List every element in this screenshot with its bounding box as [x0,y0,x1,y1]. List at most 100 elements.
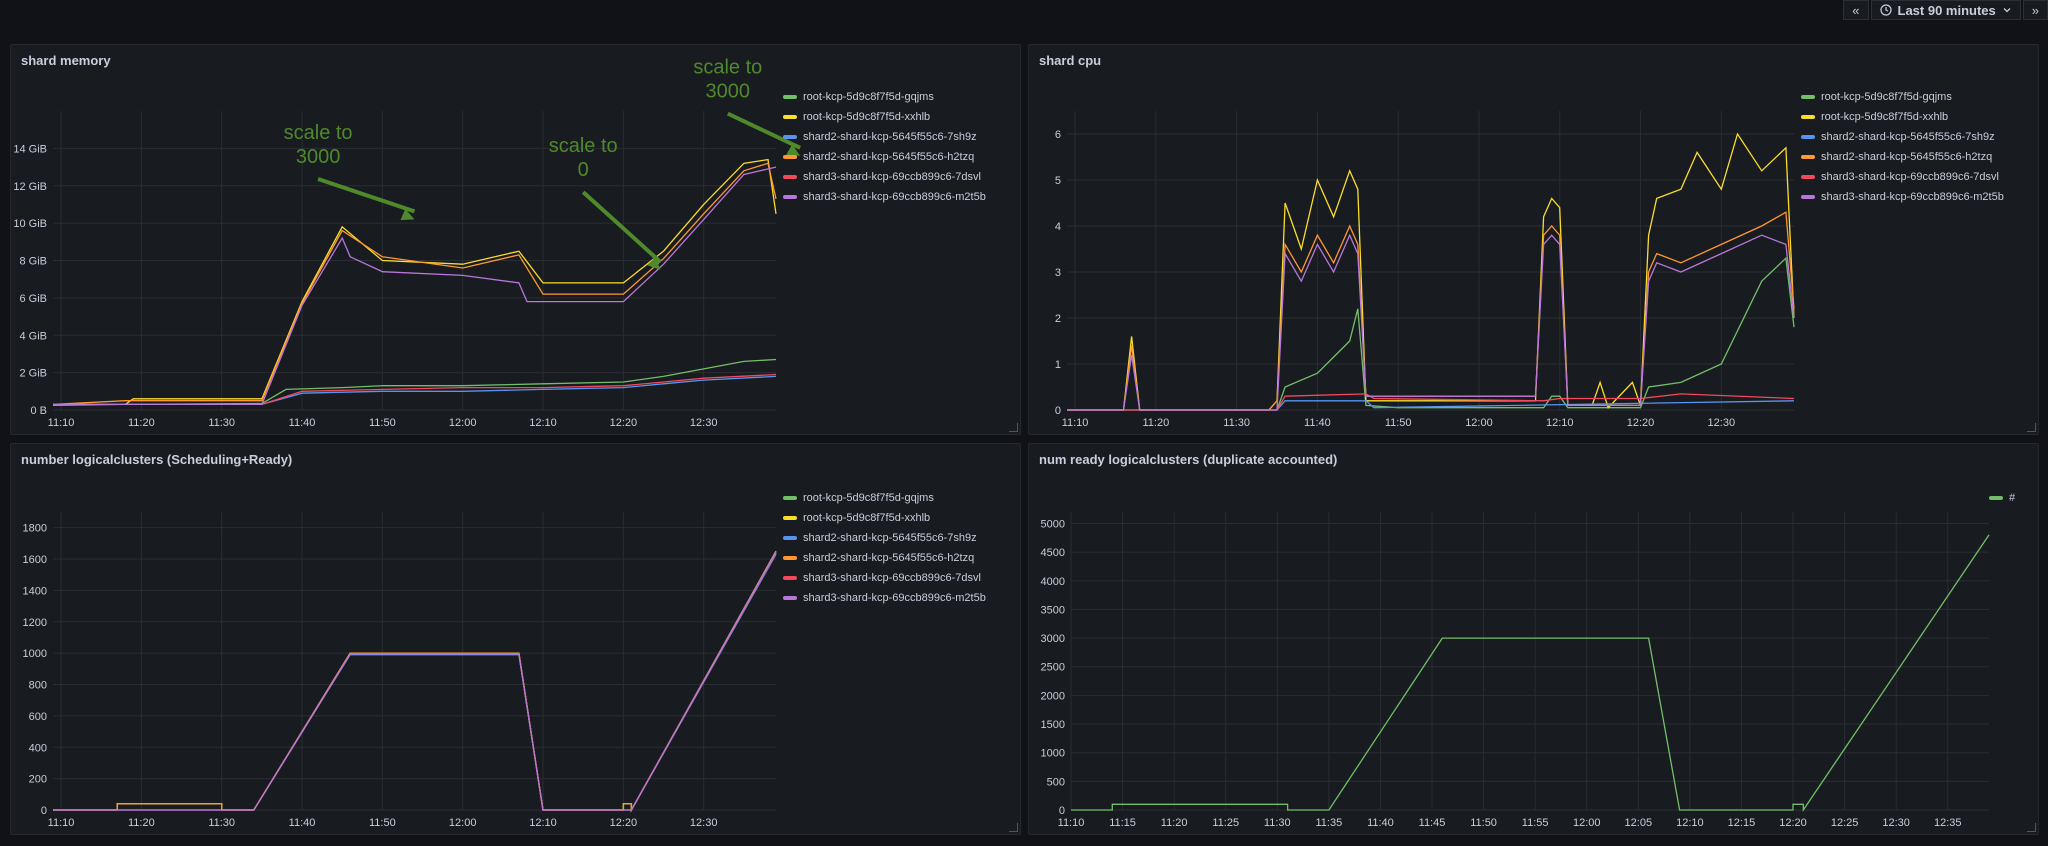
time-forward-button[interactable]: » [2022,0,2048,20]
chart-num-ready-logicalclusters: 0 500 1000 1500 2000 2500 3000 3500 4000 4500 5000… [1041,512,1990,829]
legend-swatch [783,516,797,520]
legend-label: shard3-shard-kcp-69ccb899c6-7dsvl [803,572,981,584]
x-tick-label: 11:30 [208,817,235,829]
legend-item[interactable]: root-kcp-5d9c8f7f5d-xxhlb [783,508,986,528]
y-tick-label: 6 GiB [19,293,47,305]
resize-handle[interactable] [2027,423,2036,432]
y-tick-label: 600 [29,711,47,723]
legend-item[interactable]: shard3-shard-kcp-69ccb899c6-m2t5b [783,588,986,608]
y-tick-label: 400 [29,742,47,754]
legend: # [1989,488,2015,508]
series-line-shard2-shard-kcp-5645f55c6-7sh9z [53,375,777,406]
x-tick-label: 12:30 [1708,417,1736,429]
resize-handle[interactable] [2027,823,2036,832]
legend-swatch [1801,195,1815,199]
resize-handle[interactable] [1009,823,1018,832]
x-tick-label: 12:05 [1625,817,1653,829]
y-tick-label: 5 [1055,175,1061,187]
x-tick-label: 12:10 [529,817,557,829]
legend-swatch [1801,175,1815,179]
x-tick-label: 11:40 [1304,417,1331,429]
x-tick-label: 12:20 [1779,817,1807,829]
annotation-arrowhead [786,144,801,156]
y-tick-label: 12 GiB [13,181,47,193]
time-back-button[interactable]: « [1843,0,1869,20]
x-tick-label: 11:30 [208,417,235,429]
series-line-shard3-shard-kcp-69ccb899c6-m2t5b [53,551,777,811]
x-tick-label: 11:10 [1062,417,1089,429]
legend-item[interactable]: shard3-shard-kcp-69ccb899c6-7dsvl [1801,167,2004,187]
resize-handle[interactable] [1009,423,1018,432]
x-tick-label: 12:25 [1831,817,1859,829]
panel-num-ready-logicalclusters: num ready logicalclusters (duplicate acc… [1028,443,2039,835]
x-tick-label: 12:00 [1573,817,1601,829]
legend-swatch [783,135,797,139]
legend-item[interactable]: shard2-shard-kcp-5645f55c6-h2tzq [1801,147,2004,167]
time-range-picker[interactable]: Last 90 minutes [1870,0,2021,20]
x-tick-label: 11:40 [289,817,316,829]
legend-item[interactable]: shard3-shard-kcp-69ccb899c6-m2t5b [783,187,986,207]
annotation-label: scale to [549,135,618,157]
legend: root-kcp-5d9c8f7f5d-gqjms root-kcp-5d9c8f… [783,87,986,207]
series-line-shard2-shard-kcp-5645f55c6-7sh9z [53,553,777,811]
legend-swatch [783,95,797,99]
series-line-shard3-shard-kcp-69ccb899c6-m2t5b [53,166,777,406]
x-tick-label: 12:20 [610,817,638,829]
x-tick-label: 11:25 [1212,817,1239,829]
annotation-arrow [317,177,416,214]
y-tick-label: 0 [1059,805,1065,817]
series-line-root-kcp-5d9c8f7f5d-xxhlb [1067,132,1795,411]
legend-item[interactable]: shard3-shard-kcp-69ccb899c6-7dsvl [783,568,986,588]
legend-item[interactable]: root-kcp-5d9c8f7f5d-gqjms [1801,87,2004,107]
y-tick-label: 1600 [23,554,47,566]
legend-item[interactable]: shard3-shard-kcp-69ccb899c6-7dsvl [783,167,986,187]
x-tick-label: 12:10 [529,417,557,429]
x-tick-label: 11:50 [369,417,396,429]
legend-item[interactable]: shard2-shard-kcp-5645f55c6-7sh9z [783,528,986,548]
annotation-label: scale to [284,122,353,144]
y-tick-label: 4500 [1041,547,1065,559]
x-tick-label: 11:10 [48,817,75,829]
legend-item[interactable]: shard3-shard-kcp-69ccb899c6-m2t5b [1801,187,2004,207]
x-tick-label: 12:10 [1676,817,1704,829]
x-tick-label: 11:50 [1385,417,1412,429]
legend-swatch [1801,135,1815,139]
annotation-label: 3000 [706,81,751,103]
legend-label: root-kcp-5d9c8f7f5d-xxhlb [803,512,931,524]
legend-swatch [1801,155,1815,159]
y-tick-label: 4000 [1041,576,1065,588]
annotation-arrowhead [400,208,415,221]
series-line-root-kcp-5d9c8f7f5d-xxhlb [53,158,777,406]
legend-swatch [783,556,797,560]
legend-label: shard2-shard-kcp-5645f55c6-h2tzq [803,552,975,564]
legend-item[interactable]: shard2-shard-kcp-5645f55c6-h2tzq [783,548,986,568]
legend-label: root-kcp-5d9c8f7f5d-gqjms [1821,91,1952,103]
legend-item[interactable]: shard2-shard-kcp-5645f55c6-7sh9z [783,127,986,147]
legend-item[interactable]: root-kcp-5d9c8f7f5d-gqjms [783,87,986,107]
legend-item[interactable]: shard2-shard-kcp-5645f55c6-h2tzq [783,147,986,167]
legend-label: shard2-shard-kcp-5645f55c6-7sh9z [1821,131,1995,143]
y-tick-label: 1200 [23,617,47,629]
x-tick-label: 11:35 [1316,817,1343,829]
legend-label: shard2-shard-kcp-5645f55c6-7sh9z [803,532,977,544]
x-tick-label: 11:20 [128,417,155,429]
x-tick-label: 12:30 [690,417,718,429]
legend-label: shard3-shard-kcp-69ccb899c6-7dsvl [803,171,981,183]
legend-swatch [783,115,797,119]
legend-swatch [1989,496,2003,500]
x-tick-label: 12:10 [1546,417,1574,429]
y-tick-label: 3000 [1041,633,1065,645]
series-line-shard3-shard-kcp-69ccb899c6-7dsvl [53,552,777,811]
panel-title: shard cpu [1039,53,1102,68]
y-tick-label: 2 [1055,313,1061,325]
legend-item[interactable]: root-kcp-5d9c8f7f5d-xxhlb [783,107,986,127]
legend-item[interactable]: shard2-shard-kcp-5645f55c6-7sh9z [1801,127,2004,147]
legend-label: root-kcp-5d9c8f7f5d-xxhlb [803,111,931,123]
legend-item[interactable]: # [1989,488,2015,508]
legend-item[interactable]: root-kcp-5d9c8f7f5d-xxhlb [1801,107,2004,127]
legend-label: shard3-shard-kcp-69ccb899c6-m2t5b [1821,191,2004,203]
y-tick-label: 1500 [1041,719,1065,731]
legend-item[interactable]: root-kcp-5d9c8f7f5d-gqjms [783,488,986,508]
annotation-label: 3000 [296,146,341,168]
series-line-# [1071,534,1990,813]
